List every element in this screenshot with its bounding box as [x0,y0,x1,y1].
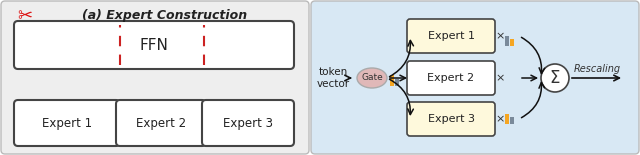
FancyBboxPatch shape [407,61,495,95]
Text: ✂: ✂ [17,7,33,25]
Bar [396,79,399,86]
Text: Expert 1: Expert 1 [42,117,92,129]
Bar [390,75,394,86]
Text: Expert 3: Expert 3 [428,114,474,124]
Text: FFN: FFN [140,38,168,53]
Text: token
vector: token vector [316,67,349,89]
FancyBboxPatch shape [407,19,495,53]
FancyBboxPatch shape [311,1,639,154]
Text: Rescaling: Rescaling [573,64,621,74]
Text: ×: × [495,73,505,83]
Text: Σ: Σ [550,69,560,87]
Text: Expert 2: Expert 2 [428,73,475,83]
Bar [505,36,509,46]
FancyBboxPatch shape [116,100,206,146]
Bar [505,114,509,124]
FancyBboxPatch shape [202,100,294,146]
Text: (a) Expert Construction: (a) Expert Construction [83,9,248,22]
FancyBboxPatch shape [14,100,120,146]
FancyBboxPatch shape [14,21,294,69]
Text: Expert 2: Expert 2 [136,117,186,129]
Text: Expert 3: Expert 3 [223,117,273,129]
Bar [510,39,514,46]
Bar [510,117,514,124]
FancyBboxPatch shape [407,102,495,136]
Text: Gate: Gate [361,73,383,82]
Text: Expert 1: Expert 1 [428,31,474,41]
Text: ×: × [495,114,505,124]
Ellipse shape [357,68,387,88]
Circle shape [541,64,569,92]
Text: ×: × [495,31,505,41]
FancyBboxPatch shape [1,1,309,154]
